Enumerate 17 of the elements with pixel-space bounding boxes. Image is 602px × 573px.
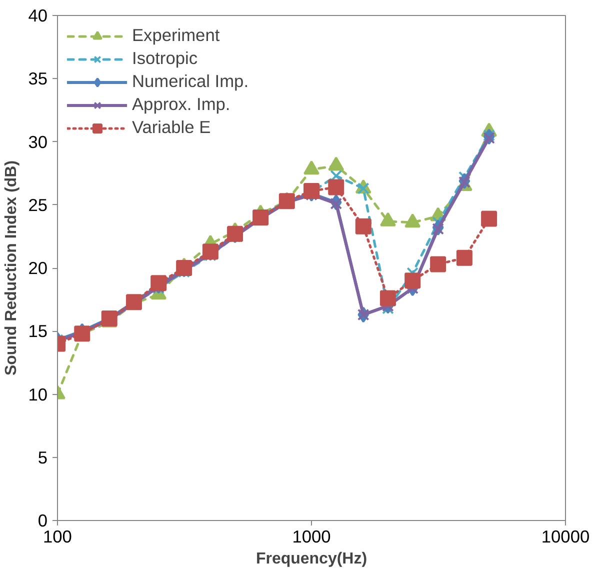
y-tick-label: 15 [28,321,48,342]
legend-label: Variable E [132,117,211,138]
y-tick-label: 40 [28,6,48,26]
legend-label: Numerical Imp. [132,71,249,92]
y-tick-label: 25 [28,194,48,215]
y-tick-label: 35 [28,68,48,89]
legend-label: Approx. Imp. [132,94,230,115]
legend-label: Experiment [132,25,220,46]
x-tick-label: 10000 [541,526,590,546]
y-tick-label: 5 [38,447,48,468]
x-axis-title: Frequency(Hz) [256,550,368,568]
y-tick-label: 30 [28,132,48,152]
y-axis-title: Sound Reduction Index (dB) [3,160,20,376]
y-tick-label: 10 [28,384,48,404]
y-tick-label: 20 [28,258,48,278]
x-tick-label: 1000 [292,526,331,546]
legend-label: Isotropic [132,48,198,69]
